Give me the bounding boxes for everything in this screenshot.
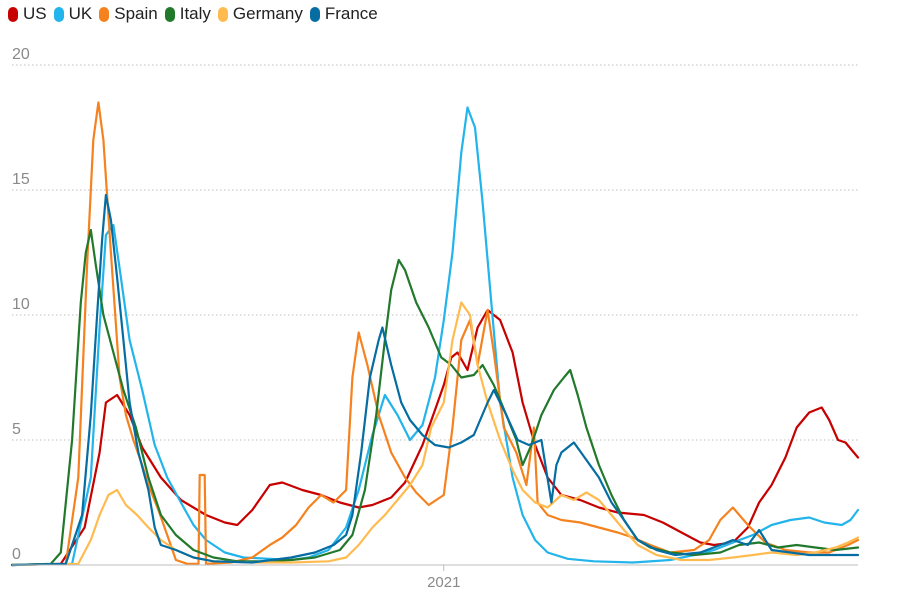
legend-item-uk: UK <box>53 4 93 24</box>
y-tick-label-20: 20 <box>12 46 30 63</box>
legend-label-uk: UK <box>68 4 93 23</box>
gridlines <box>12 64 858 441</box>
legend-swatch-us <box>8 6 18 22</box>
legend-swatch-uk <box>53 6 64 22</box>
x-tick-label-2021: 2021 <box>427 574 460 591</box>
legend-swatch-italy <box>164 6 175 22</box>
legend-swatch-france <box>309 6 320 22</box>
series-line-spain <box>10 101 860 567</box>
legend-label-germany: Germany <box>232 4 303 23</box>
legend-label-france: France <box>324 4 378 23</box>
legend-label-spain: Spain <box>114 4 158 23</box>
legend-label-italy: Italy <box>179 4 211 23</box>
legend-label-us: US <box>23 4 47 23</box>
y-tick-label-0: 0 <box>12 546 21 563</box>
y-tick-label-15: 15 <box>12 171 30 188</box>
legend-item-spain: Spain <box>99 4 158 24</box>
series-line-uk <box>10 106 860 567</box>
legend-swatch-germany <box>217 6 228 22</box>
series-lines <box>10 101 860 567</box>
chart-legend: US UK Spain Italy Germany France <box>8 4 385 24</box>
legend-item-us: US <box>8 4 47 24</box>
legend-item-germany: Germany <box>217 4 303 24</box>
legend-item-france: France <box>309 4 378 24</box>
axes: 0 5 10 15 20 2021 <box>12 46 858 591</box>
series-line-italy <box>10 228 860 567</box>
legend-item-italy: Italy <box>164 4 211 24</box>
legend-swatch-spain <box>99 6 110 22</box>
series-line-us <box>10 308 860 567</box>
y-tick-label-10: 10 <box>12 296 30 313</box>
y-tick-label-5: 5 <box>12 421 21 438</box>
series-line-france <box>10 193 860 567</box>
